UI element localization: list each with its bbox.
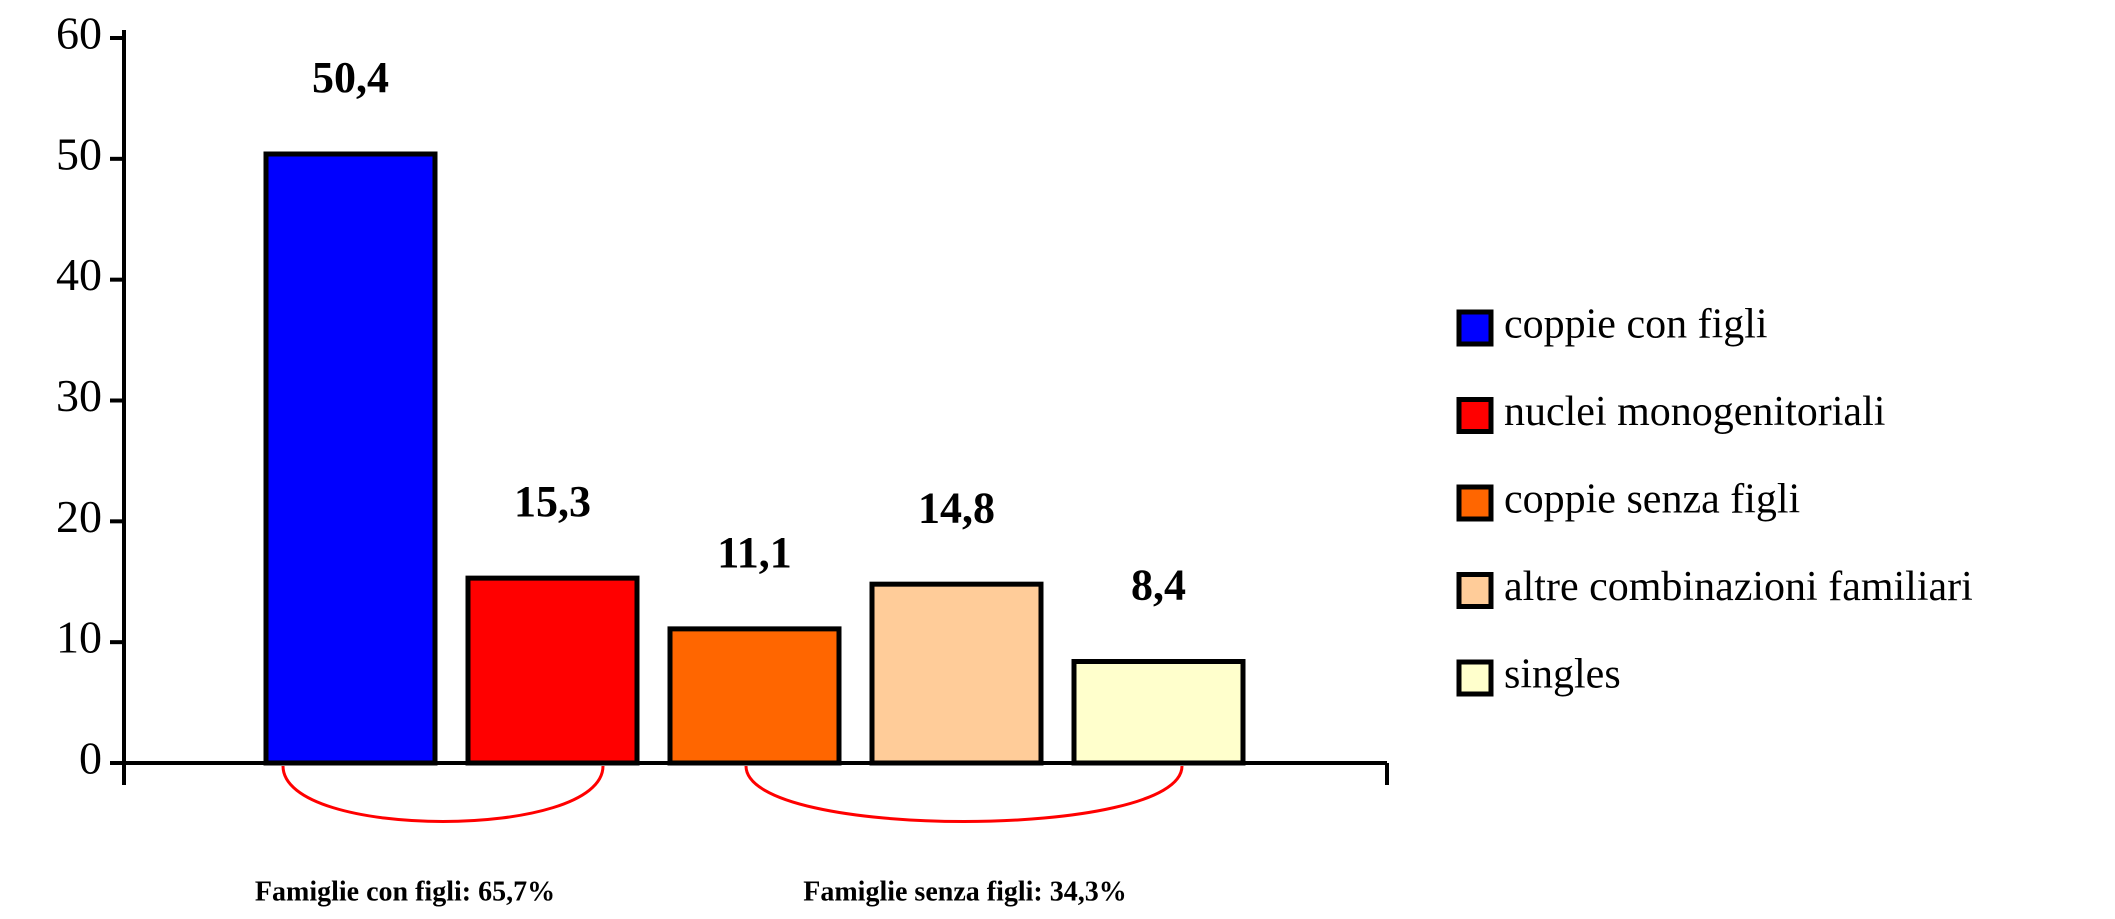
- value-label: 50,4: [312, 53, 389, 102]
- legend-label: altre combinazioni familiari: [1504, 564, 1973, 610]
- value-label: 8,4: [1131, 561, 1186, 610]
- annotation: Famiglie con figli: 65,7%: [255, 876, 555, 907]
- legend-swatch: [1456, 309, 1494, 347]
- annotation: Famiglie senza figli: 34,3%: [803, 876, 1127, 907]
- value-label: 15,3: [514, 477, 591, 526]
- y-tick-label: 30: [56, 370, 102, 421]
- legend-label: coppie con figli: [1504, 302, 1768, 348]
- legend-swatch: [1456, 484, 1494, 522]
- y-tick-label: 60: [56, 8, 102, 59]
- value-label: 11,1: [717, 528, 792, 577]
- y-tick-label: 0: [79, 733, 102, 784]
- legend-swatch: [1456, 397, 1494, 434]
- y-tick-label: 20: [56, 491, 102, 542]
- legend-swatch: [1456, 572, 1494, 609]
- bar: [1071, 659, 1246, 766]
- bar: [667, 626, 842, 766]
- bar: [869, 581, 1044, 766]
- value-label: 14,8: [918, 483, 995, 532]
- group-arc: [744, 765, 1184, 823]
- y-tick-label: 10: [56, 612, 102, 663]
- y-tick-label: 40: [56, 249, 102, 300]
- bar: [263, 151, 438, 766]
- legend-label: singles: [1504, 652, 1621, 698]
- legend-swatch: [1456, 659, 1494, 697]
- bar: [465, 575, 640, 766]
- legend-label: nuclei monogenitoriali: [1504, 389, 1885, 435]
- y-tick-label: 50: [56, 128, 102, 179]
- group-arc: [281, 765, 605, 823]
- legend-label: coppie senza figli: [1504, 477, 1800, 523]
